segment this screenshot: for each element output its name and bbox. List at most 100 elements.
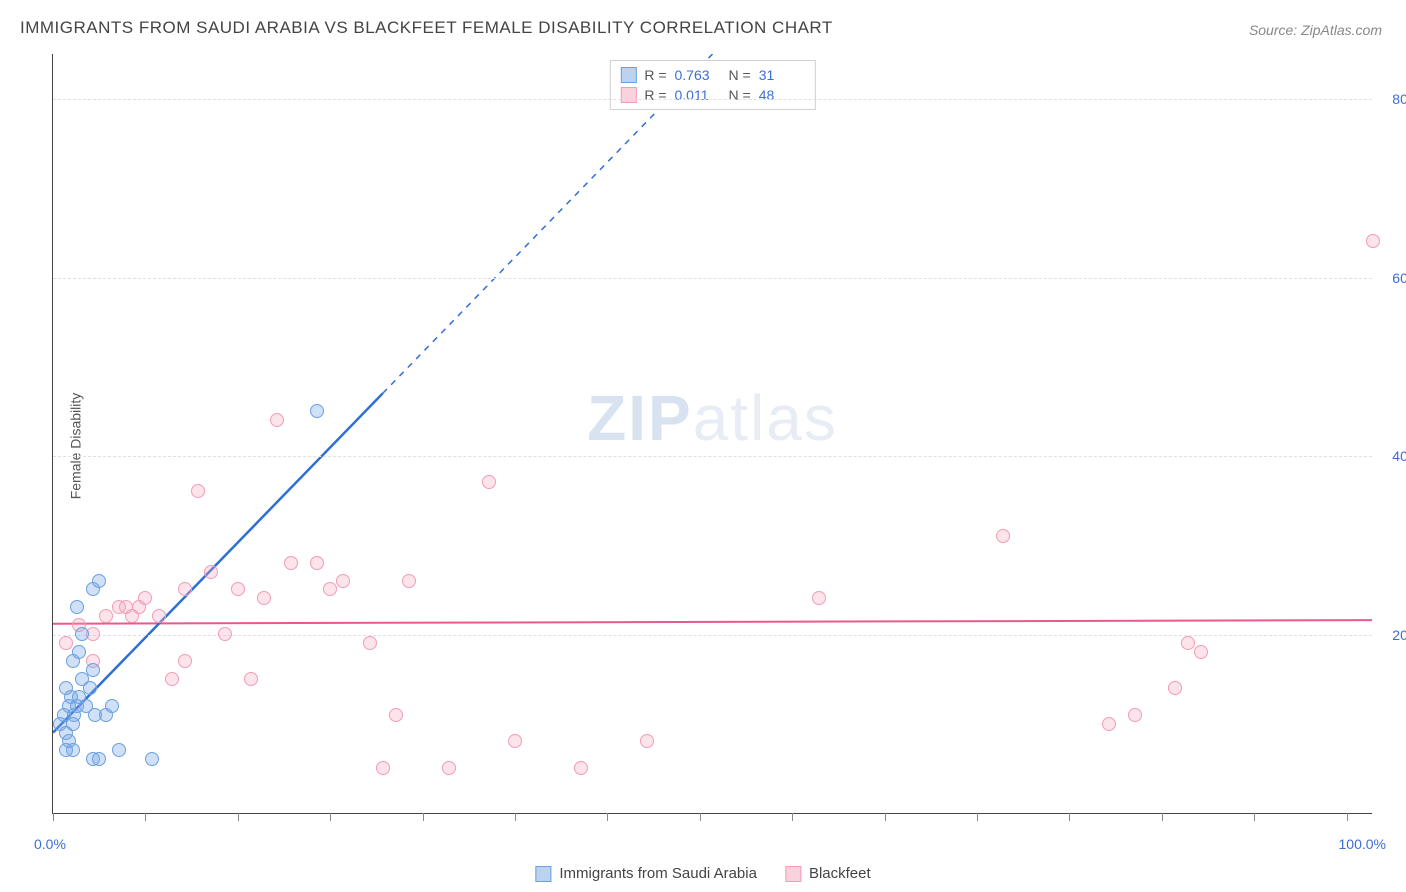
data-point-pink <box>376 761 390 775</box>
data-point-pink <box>574 761 588 775</box>
x-tick <box>1347 813 1348 821</box>
data-point-pink <box>138 591 152 605</box>
x-tick <box>238 813 239 821</box>
x-tick <box>885 813 886 821</box>
n-value-pink: 48 <box>759 87 805 103</box>
x-tick <box>792 813 793 821</box>
data-point-pink <box>402 574 416 588</box>
trend-line <box>53 393 383 732</box>
legend-item-pink: Blackfeet <box>785 865 871 882</box>
data-point-pink <box>178 582 192 596</box>
n-label: N = <box>729 67 751 83</box>
x-tick <box>515 813 516 821</box>
data-point-pink <box>1102 717 1116 731</box>
y-tick-label: 60.0% <box>1392 270 1406 286</box>
x-tick <box>977 813 978 821</box>
x-tick <box>423 813 424 821</box>
x-tick <box>1162 813 1163 821</box>
x-axis-min-label: 0.0% <box>34 836 66 852</box>
data-point-pink <box>508 734 522 748</box>
data-point-blue <box>86 663 100 677</box>
legend-item-blue: Immigrants from Saudi Arabia <box>535 865 757 882</box>
gridline-h <box>53 635 1372 636</box>
data-point-pink <box>482 475 496 489</box>
swatch-pink-icon <box>785 866 801 882</box>
data-point-pink <box>389 708 403 722</box>
data-point-pink <box>336 574 350 588</box>
data-point-pink <box>640 734 654 748</box>
correlation-row-blue: R = 0.763 N = 31 <box>620 65 804 85</box>
correlation-legend: R = 0.763 N = 31 R = 0.011 N = 48 <box>609 60 815 110</box>
watermark-atlas: atlas <box>693 382 838 454</box>
data-point-blue <box>310 404 324 418</box>
x-tick <box>607 813 608 821</box>
series-legend: Immigrants from Saudi Arabia Blackfeet <box>535 865 870 882</box>
watermark-zip: ZIP <box>587 382 693 454</box>
x-tick <box>53 813 54 821</box>
data-point-blue <box>105 699 119 713</box>
data-point-blue <box>75 627 89 641</box>
data-point-pink <box>310 556 324 570</box>
data-point-pink <box>178 654 192 668</box>
data-point-pink <box>270 413 284 427</box>
data-point-pink <box>244 672 258 686</box>
data-point-pink <box>284 556 298 570</box>
chart-plot-area: ZIPatlas R = 0.763 N = 31 R = 0.011 N = … <box>52 54 1372 814</box>
data-point-pink <box>59 636 73 650</box>
trend-line <box>53 620 1372 624</box>
data-point-blue <box>92 574 106 588</box>
swatch-pink-icon <box>620 87 636 103</box>
y-tick-label: 40.0% <box>1392 448 1406 464</box>
data-point-pink <box>1181 636 1195 650</box>
data-point-blue <box>72 645 86 659</box>
data-point-pink <box>363 636 377 650</box>
data-point-pink <box>812 591 826 605</box>
gridline-h <box>53 99 1372 100</box>
r-label: R = <box>644 67 666 83</box>
chart-title: IMMIGRANTS FROM SAUDI ARABIA VS BLACKFEE… <box>20 18 833 38</box>
r-value-pink: 0.011 <box>675 87 721 103</box>
n-label: N = <box>729 87 751 103</box>
y-tick-label: 20.0% <box>1392 627 1406 643</box>
data-point-blue <box>59 681 73 695</box>
data-point-blue <box>112 743 126 757</box>
data-point-pink <box>231 582 245 596</box>
data-point-pink <box>442 761 456 775</box>
x-tick <box>330 813 331 821</box>
data-point-pink <box>1366 234 1380 248</box>
x-tick <box>145 813 146 821</box>
data-point-blue <box>145 752 159 766</box>
x-axis-max-label: 100.0% <box>1339 836 1386 852</box>
data-point-pink <box>191 484 205 498</box>
data-point-blue <box>70 600 84 614</box>
trend-lines-svg <box>53 54 1372 813</box>
data-point-pink <box>996 529 1010 543</box>
data-point-blue <box>92 752 106 766</box>
data-point-pink <box>1194 645 1208 659</box>
data-point-blue <box>66 717 80 731</box>
data-point-pink <box>152 609 166 623</box>
x-tick <box>1069 813 1070 821</box>
r-label: R = <box>644 87 666 103</box>
data-point-blue <box>59 743 73 757</box>
data-point-pink <box>323 582 337 596</box>
legend-label-blue: Immigrants from Saudi Arabia <box>559 865 757 882</box>
n-value-blue: 31 <box>759 67 805 83</box>
data-point-pink <box>165 672 179 686</box>
data-point-blue <box>83 681 97 695</box>
source-attribution: Source: ZipAtlas.com <box>1249 22 1382 38</box>
data-point-pink <box>1168 681 1182 695</box>
legend-label-pink: Blackfeet <box>809 865 871 882</box>
data-point-pink <box>257 591 271 605</box>
data-point-pink <box>99 609 113 623</box>
x-tick <box>700 813 701 821</box>
y-tick-label: 80.0% <box>1392 91 1406 107</box>
correlation-row-pink: R = 0.011 N = 48 <box>620 85 804 105</box>
x-tick <box>1254 813 1255 821</box>
watermark: ZIPatlas <box>587 381 838 455</box>
swatch-blue-icon <box>535 866 551 882</box>
gridline-h <box>53 456 1372 457</box>
r-value-blue: 0.763 <box>675 67 721 83</box>
data-point-pink <box>1128 708 1142 722</box>
swatch-blue-icon <box>620 67 636 83</box>
